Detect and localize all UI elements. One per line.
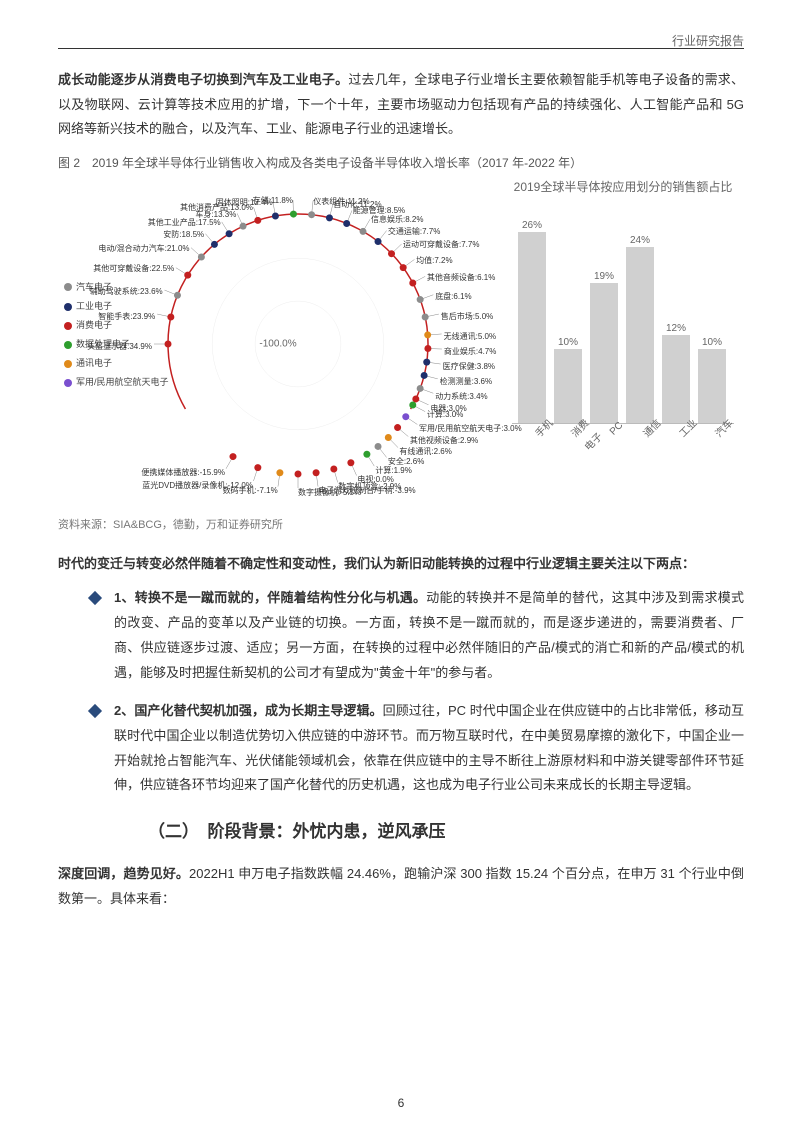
figure-source: 资料来源：SIA&BCG，德勤，万和证券研究所 [58,515,744,536]
radar-point-label: 便携媒体播放器:-15.9% [141,465,225,480]
bar: 24% [626,247,654,423]
bar: 19% [590,283,618,422]
radar-point-label: 其他音频设备:6.1% [427,270,495,285]
radar-point-label: 辅助驾驶系统:23.6% [90,284,163,299]
bar-chart: 2019全球半导体按应用划分的销售额占比 26%手机10%消费电子19%PC24… [508,179,738,509]
intro-paragraph: 成长动能逐步从消费电子切换到汽车及工业电子。过去几年，全球电子行业增长主要依赖智… [58,68,744,142]
radar-center-label: -100.0% [259,334,296,353]
legend-label: 军用/民用航空航天电子 [76,374,169,391]
bar-value: 26% [518,216,546,235]
legend-item: 军用/民用航空航天电子 [64,374,169,391]
radar-point-label: 电动/混合动力汽车:21.0% [98,241,189,256]
bullet-text: 2、国产化替代契机加强，成为长期主导逻辑。回顾过往，PC 时代中国企业在供应链中… [114,699,744,798]
header-rule [58,48,744,49]
radar-point-label: 无线通讯:5.0% [444,329,496,344]
radar-point-label: 均值:7.2% [416,253,452,268]
bar-value: 10% [554,333,582,352]
bullet-marker-icon [88,704,102,718]
figure-wrap: 汽车电子工业电子消费电子数据处理电子通讯电子军用/民用航空航天电子 -100.0… [58,179,744,509]
header-category: 行业研究报告 [672,30,744,53]
section-heading: （二） 阶段背景：外忧内患，逆风承压 [148,816,744,848]
phase-lead: 深度回调，趋势见好。 [58,866,189,881]
bullet-item: 1、转换不是一蹴而就的，伴随着结构性分化与机遇。动能的转换并不是简单的替代，这其… [90,586,744,685]
logic-intro-bold: 时代的变迁与转变必然伴随着不确定性和变动性，我们认为新旧动能转换的过程中行业逻辑… [58,556,695,571]
bar: 10% [554,349,582,422]
bullet-item: 2、国产化替代契机加强，成为长期主导逻辑。回顾过往，PC 时代中国企业在供应链中… [90,699,744,798]
radar-point-label: 检测测量:3.6% [440,374,492,389]
radar-chart: 汽车电子工业电子消费电子数据处理电子通讯电子军用/民用航空航天电子 -100.0… [58,179,498,509]
legend-swatch [64,341,72,349]
intro-lead: 成长动能逐步从消费电子切换到汽车及工业电子。 [58,72,348,87]
bullet-lead: 1、转换不是一蹴而就的，伴随着结构性分化与机遇。 [114,590,426,605]
bullet-list: 1、转换不是一蹴而就的，伴随着结构性分化与机遇。动能的转换并不是简单的替代，这其… [90,586,744,798]
page-number: 6 [398,1092,405,1115]
legend-swatch [64,283,72,291]
radar-point-label: 运动可穿戴设备:7.7% [403,237,479,252]
bar: 12% [662,335,690,423]
legend-item: 通讯电子 [64,355,169,372]
bar-value: 19% [590,267,618,286]
bar-value: 10% [698,333,726,352]
radar-point-label: 医疗保健:3.8% [443,359,495,374]
radar-point-label: 数字摄像机:-5.5% [298,485,361,500]
legend-swatch [64,360,72,368]
radar-point-label: 商业娱乐:4.7% [444,344,496,359]
bar: 26% [518,232,546,423]
bar-value: 24% [626,231,654,250]
legend-swatch [64,379,72,387]
bar-value: 12% [662,319,690,338]
bullet-marker-icon [88,591,102,605]
radar-point-label: 其他可穿戴设备:22.5% [93,261,174,276]
radar-point-label: 底盘:6.1% [435,289,471,304]
radar-point-label: 智能手表:23.9% [98,309,155,324]
bar: 10% [698,349,726,422]
figure-title: 图 2 2019 年全球半导体行业销售收入构成及各类电子设备半导体收入增长率（2… [58,152,744,175]
radar-point-label: 售后市场:5.0% [441,309,493,324]
radar-point-label: 头盔显示器:34.9% [87,339,152,354]
bar-chart-title: 2019全球半导体按应用划分的销售额占比 [508,179,738,196]
bullet-lead: 2、国产化替代契机加强，成为长期主导逻辑。 [114,703,383,718]
legend-label: 通讯电子 [76,355,112,372]
bullet-text: 1、转换不是一蹴而就的，伴随着结构性分化与机遇。动能的转换并不是简单的替代，这其… [114,586,744,685]
logic-intro: 时代的变迁与转变必然伴随着不确定性和变动性，我们认为新旧动能转换的过程中行业逻辑… [58,552,744,577]
phase-paragraph: 深度回调，趋势见好。2022H1 申万电子指数跌幅 24.46%，跑输沪深 30… [58,862,744,911]
radar-point-label: 存储:11.8% [253,193,293,208]
legend-swatch [64,303,72,311]
legend-swatch [64,322,72,330]
